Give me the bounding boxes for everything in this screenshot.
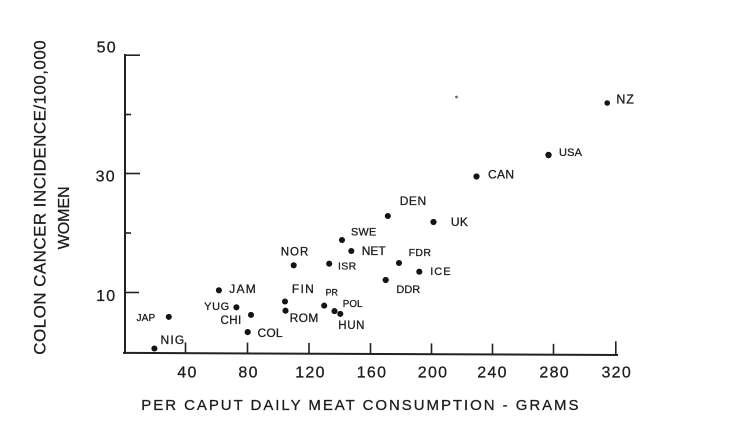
svg-text:PER CAPUT DAILY MEAT CONSUMPTI: PER CAPUT DAILY MEAT CONSUMPTION - GRAMS [141, 397, 580, 414]
svg-text:240: 240 [477, 364, 508, 381]
svg-text:50: 50 [97, 40, 117, 57]
svg-text:320: 320 [601, 364, 632, 381]
svg-text:USA: USA [559, 147, 583, 159]
svg-text:NZ: NZ [616, 93, 634, 107]
svg-text:30: 30 [96, 169, 116, 186]
svg-text:40: 40 [177, 364, 197, 381]
svg-text:COL: COL [258, 326, 283, 340]
svg-text:HUN: HUN [338, 320, 365, 332]
svg-text:FDR: FDR [409, 247, 432, 259]
svg-text:10: 10 [96, 288, 116, 305]
svg-text:JAP: JAP [137, 313, 156, 324]
svg-text:CHI: CHI [221, 315, 242, 327]
svg-text:ICE: ICE [430, 266, 451, 278]
svg-text:NIG: NIG [161, 333, 186, 347]
svg-text:SWE: SWE [351, 226, 377, 238]
svg-text:NET: NET [362, 244, 387, 258]
svg-text:NOR: NOR [281, 247, 310, 259]
svg-text:ISR: ISR [338, 260, 357, 272]
svg-text:JAM: JAM [229, 282, 257, 296]
svg-text:UK: UK [451, 215, 468, 229]
svg-text:POL: POL [343, 299, 363, 310]
svg-text:120: 120 [295, 364, 326, 381]
svg-text:160: 160 [357, 364, 388, 381]
svg-text:DEN: DEN [400, 194, 427, 208]
svg-text:200: 200 [418, 364, 449, 381]
svg-text:PR: PR [326, 288, 338, 298]
svg-text:FIN: FIN [292, 282, 315, 296]
svg-text:WOMEN: WOMEN [56, 186, 73, 249]
svg-text:COLON CANCER INCIDENCE/100,000: COLON CANCER INCIDENCE/100,000 [31, 40, 50, 355]
svg-text:CAN: CAN [488, 167, 514, 181]
svg-text:80: 80 [238, 364, 258, 381]
svg-text:DDR: DDR [396, 284, 420, 296]
svg-text:ROM: ROM [290, 311, 319, 325]
svg-text:YUG: YUG [204, 301, 230, 313]
svg-text:280: 280 [539, 364, 570, 381]
